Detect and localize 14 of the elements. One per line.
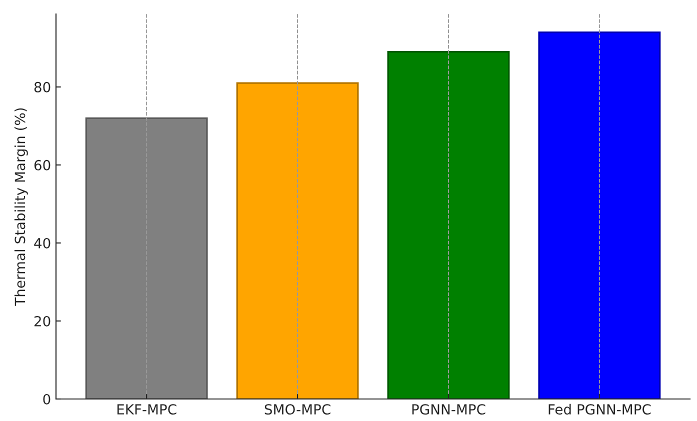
y-tick-label: 80 [34, 82, 50, 92]
x-tick-label: PGNN-MPC [412, 404, 486, 415]
bar [236, 82, 359, 399]
y-axis-title: Thermal Stability Margin (%) [14, 108, 28, 306]
y-tick-label: 60 [34, 160, 50, 170]
y-tick-label: 20 [34, 316, 50, 326]
x-tick-label: SMO-MPC [264, 404, 330, 415]
x-tick-label: EKF-MPC [117, 404, 176, 415]
y-tick-label: 0 [43, 394, 50, 404]
bar [85, 117, 208, 399]
x-tick-label: Fed PGNN-MPC [548, 404, 651, 415]
bar [387, 51, 510, 399]
y-tick-label: 40 [34, 238, 50, 248]
bar [538, 32, 661, 399]
